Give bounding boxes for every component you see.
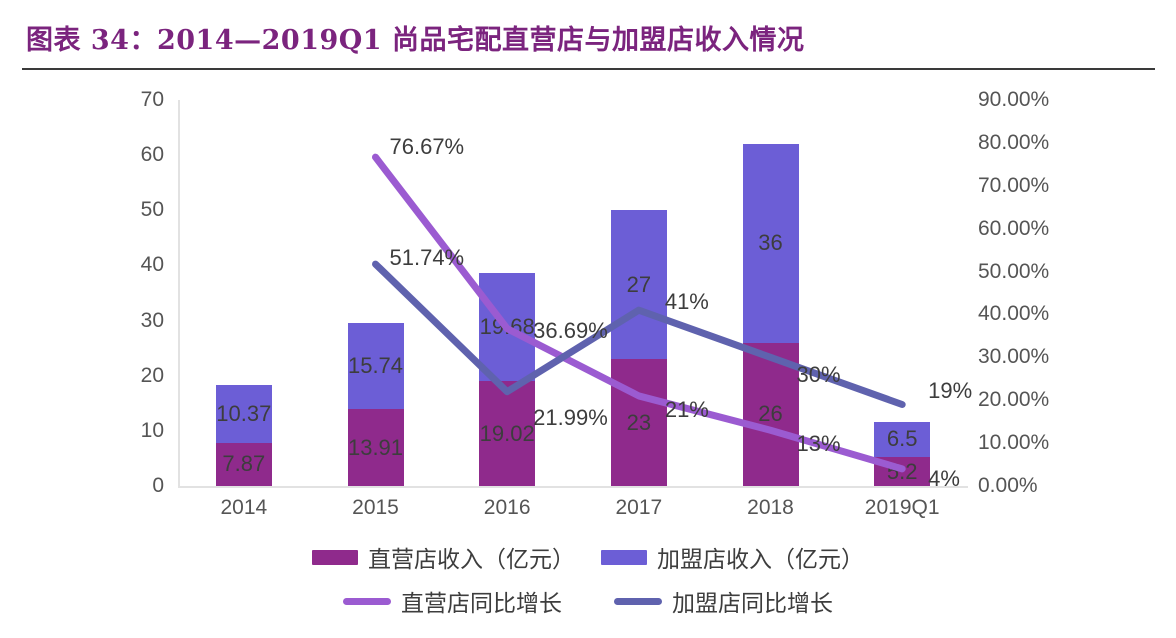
bar-segment-franchise[interactable] <box>610 210 667 360</box>
bar-label-franchise: 15.74 <box>347 352 404 378</box>
x-axis-tick: 2015 <box>352 496 399 519</box>
x-axis-tick: 2017 <box>615 496 663 519</box>
page-title: 图表 34：2014—2019Q1 尚品宅配直营店与加盟店收入情况 <box>26 25 805 56</box>
legend-direct-growth[interactable]: 直营店同比增长 <box>343 584 562 618</box>
line-label-franchise-growth: 19% <box>928 377 973 403</box>
y-left-tick: 10 <box>140 418 164 442</box>
legend-direct-revenue[interactable]: 直营店收入（亿元） <box>312 540 575 574</box>
y-left-tick: 0 <box>152 474 164 497</box>
bar-stack[interactable] <box>347 322 404 486</box>
bar-label-direct: 13.91 <box>347 434 404 460</box>
bar-segment-direct[interactable] <box>347 409 404 486</box>
legend-bar-swatch-icon <box>601 549 647 565</box>
x-axis-tick: 2019Q1 <box>864 496 940 519</box>
line-label-franchise-growth: 21.99% <box>533 404 608 430</box>
y-right-tick: 50.00% <box>978 259 1050 283</box>
line-series-container <box>372 153 906 473</box>
y-left-tick: 60 <box>140 143 164 167</box>
y-right-tick: 70.00% <box>978 173 1050 197</box>
line-label-franchise-growth: 51.74% <box>389 245 465 271</box>
line-label-direct-growth: 13% <box>796 431 841 457</box>
y-right-tick: 30.00% <box>978 345 1050 369</box>
bar-segment-franchise[interactable] <box>742 144 799 343</box>
bar-label-franchise: 27 <box>626 271 652 297</box>
y-right-tick: 90.00% <box>978 88 1050 111</box>
line-label-direct-growth: 36.69% <box>533 317 608 343</box>
legend-franchise-revenue[interactable]: 加盟店收入（亿元） <box>601 540 864 574</box>
bar-label-franchise: 6.5 <box>886 426 918 452</box>
line-label-direct-growth: 21% <box>664 396 709 422</box>
x-axis-tick: 2014 <box>220 496 268 519</box>
y-right-tick: 40.00% <box>978 302 1050 326</box>
title-bar: 图表 34：2014—2019Q1 尚品宅配直营店与加盟店收入情况 <box>0 0 1176 72</box>
bar-segment-franchise[interactable] <box>874 421 931 458</box>
line-direct-growth[interactable] <box>372 153 906 473</box>
legend-line-swatch-icon <box>614 597 662 605</box>
legend-row-bars: 直营店收入（亿元） 加盟店收入（亿元） <box>0 540 1176 574</box>
y-left-tick: 70 <box>140 88 164 111</box>
y-right-tick: 60.00% <box>978 216 1050 240</box>
bar-label-direct: 19.02 <box>479 420 535 446</box>
bar-segment-franchise[interactable] <box>215 385 272 443</box>
bar-segment-direct[interactable] <box>215 442 272 486</box>
line-franchise-growth[interactable] <box>372 260 906 409</box>
line-label-direct-growth: 76.67% <box>389 134 465 160</box>
bar-label-direct: 7.87 <box>222 451 266 477</box>
bar-label-direct: 23 <box>626 409 652 435</box>
legend-franchise-growth[interactable]: 加盟店同比增长 <box>614 584 833 618</box>
legend-label: 加盟店同比增长 <box>672 591 833 617</box>
y-right-tick: 0.00% <box>978 474 1038 497</box>
bar-stack[interactable] <box>610 210 667 486</box>
y-right-tick: 80.00% <box>978 130 1050 154</box>
x-axis-tick: 2016 <box>483 496 531 519</box>
bar-segment-direct[interactable] <box>479 381 536 486</box>
x-axis-line <box>178 486 968 488</box>
legend-bar-swatch-icon <box>312 549 358 565</box>
title-divider <box>22 68 1155 70</box>
legend-label: 直营店同比增长 <box>401 591 562 617</box>
bar-segment-franchise[interactable] <box>347 322 404 410</box>
y-left-tick: 50 <box>140 198 164 222</box>
bar-label-franchise: 36 <box>758 230 783 256</box>
y-left-tick: 40 <box>140 253 164 277</box>
line-label-franchise-growth: 30% <box>796 362 841 388</box>
y-left-tick: 20 <box>140 363 164 387</box>
plot-area: 7.87 10.37 13.91 15.74 19.02 19.68 23 27 26 36 5.2… <box>178 100 972 491</box>
x-axis-tick: 2018 <box>747 496 794 519</box>
line-label-franchise-growth: 41% <box>664 289 709 315</box>
bar-label-franchise: 10.37 <box>216 401 272 426</box>
x-axis: 2014 2015 2016 2017 2018 2019Q1 <box>178 496 968 530</box>
bar-stack[interactable] <box>742 144 799 486</box>
y-axis-left: 70 60 50 40 30 20 10 0 <box>96 88 164 497</box>
bar-stack[interactable] <box>479 272 536 486</box>
legend-label: 加盟店收入（亿元） <box>657 547 864 573</box>
y-axis-line <box>178 100 180 488</box>
y-axis-right: 90.00% 80.00% 70.00% 60.00% 50.00% 40.00% 30.0… <box>978 88 1108 497</box>
legend-label: 直营店收入（亿元） <box>368 547 575 573</box>
bar-stack[interactable] <box>215 385 272 486</box>
chart-legend: 直营店收入（亿元） 加盟店收入（亿元） 直营店同比增长 加盟店同比增长 <box>0 540 1176 638</box>
y-right-tick: 10.00% <box>978 431 1050 455</box>
legend-line-swatch-icon <box>343 597 391 605</box>
line-label-direct-growth: 4% <box>928 465 960 491</box>
y-right-tick: 20.00% <box>978 388 1050 412</box>
bar-label-direct: 26 <box>758 401 783 427</box>
bar-stack[interactable] <box>874 421 931 486</box>
legend-row-lines: 直营店同比增长 加盟店同比增长 <box>0 584 1176 618</box>
bar-segment-direct[interactable] <box>610 359 667 486</box>
y-left-tick: 30 <box>140 308 164 332</box>
